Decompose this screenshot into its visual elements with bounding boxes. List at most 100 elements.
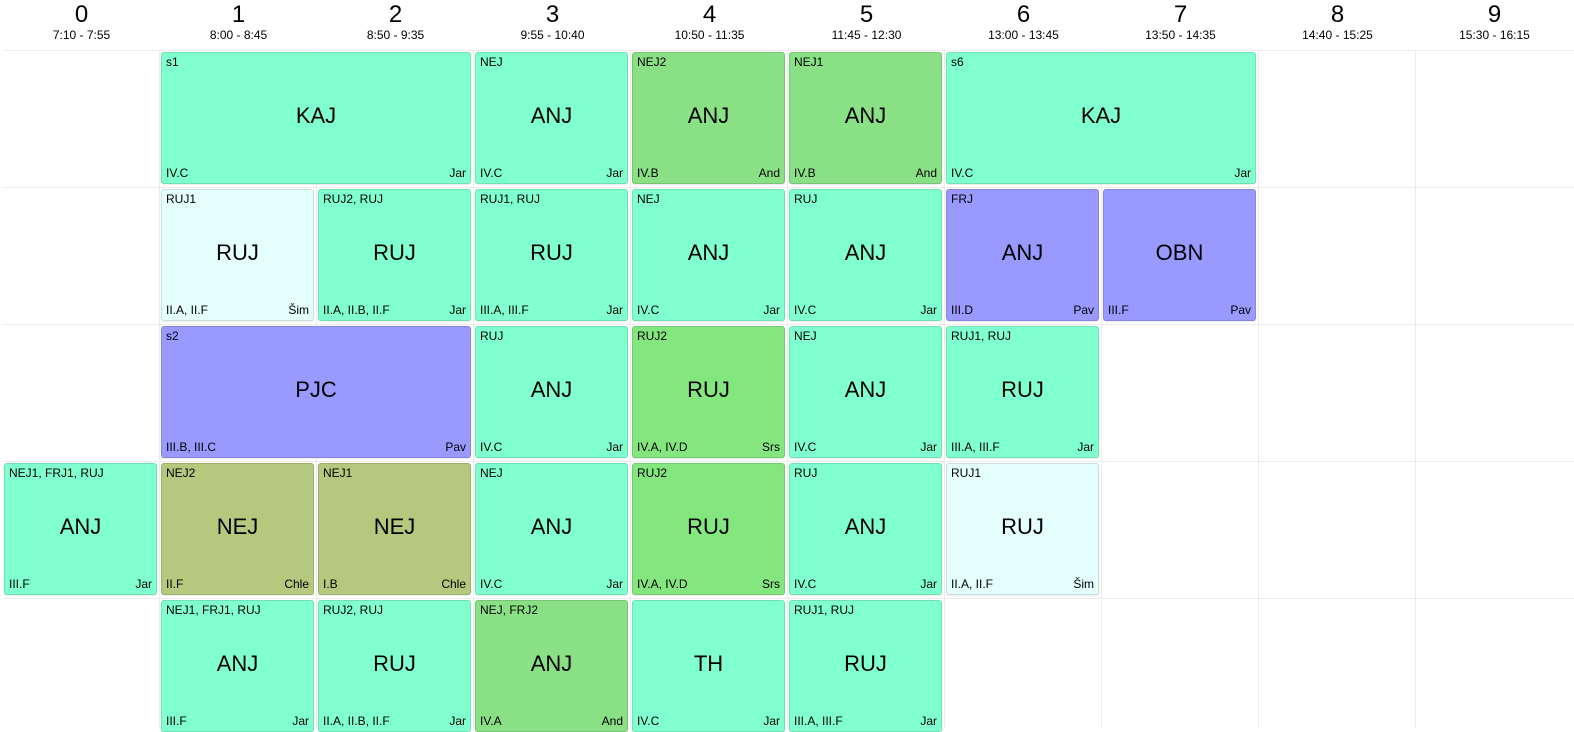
lesson-group: NEJ2: [637, 55, 667, 69]
lesson-classes: III.A, III.F: [480, 303, 529, 317]
lesson-teacher: Srs: [762, 577, 780, 591]
lesson-teacher: And: [601, 714, 623, 728]
period-time: 9:55 - 10:40: [520, 28, 585, 42]
lesson-card[interactable]: NEJ2 ANJ IV.B And: [632, 52, 785, 184]
period-number: 1: [231, 1, 246, 28]
lesson-group: s6: [951, 55, 964, 69]
lesson-subject: RUJ: [687, 514, 730, 539]
lesson-subject: NEJ: [216, 514, 259, 539]
lesson-group: RUJ: [794, 192, 818, 206]
period-header-4: 4 10:50 - 11:35: [631, 0, 788, 43]
lesson-card[interactable]: RUJ2, RUJ RUJ II.A, II.B, II.F Jar: [318, 600, 471, 732]
lesson-group: NEJ2: [166, 466, 196, 480]
period-number: 7: [1173, 1, 1188, 28]
lesson-group: RUJ: [794, 466, 818, 480]
lesson-card[interactable]: RUJ1 RUJ II.A, II.F Šim: [946, 463, 1099, 595]
lesson-subject: RUJ: [1001, 377, 1044, 402]
lesson-classes: IV.C: [794, 440, 817, 454]
lesson-classes: IV.B: [637, 166, 659, 180]
period-number: 9: [1487, 1, 1502, 28]
lesson-card[interactable]: RUJ2 RUJ IV.A, IV.D Srs: [632, 326, 785, 458]
lesson-card[interactable]: NEJ ANJ IV.C Jar: [475, 52, 628, 184]
lesson-group: s1: [166, 55, 179, 69]
lesson-card[interactable]: RUJ2 RUJ IV.A, IV.D Srs: [632, 463, 785, 595]
lesson-teacher: Pav: [1073, 303, 1094, 317]
lesson-card[interactable]: NEJ ANJ IV.C Jar: [789, 326, 942, 458]
lesson-classes: IV.C: [794, 577, 817, 591]
lesson-subject: ANJ: [1001, 240, 1044, 265]
grid-column-divider: [1415, 50, 1416, 728]
lesson-subject: ANJ: [687, 240, 730, 265]
lesson-subject: ANJ: [844, 103, 887, 128]
lesson-card[interactable]: NEJ, FRJ2 ANJ IV.A And: [475, 600, 628, 732]
lesson-card[interactable]: RUJ ANJ IV.C Jar: [789, 189, 942, 321]
lesson-card[interactable]: RUJ1, RUJ RUJ III.A, III.F Jar: [946, 326, 1099, 458]
lesson-group: RUJ1, RUJ: [951, 329, 1012, 343]
lesson-subject: ANJ: [216, 651, 259, 676]
lesson-card[interactable]: RUJ1, RUJ RUJ III.A, III.F Jar: [789, 600, 942, 732]
lesson-classes: IV.C: [637, 714, 660, 728]
lesson-teacher: And: [915, 166, 937, 180]
lesson-teacher: Jar: [449, 714, 466, 728]
lesson-card[interactable]: OBN III.F Pav: [1103, 189, 1256, 321]
lesson-card[interactable]: FRJ ANJ III.D Pav: [946, 189, 1099, 321]
lesson-card[interactable]: NEJ2 NEJ II.F Chle: [161, 463, 314, 595]
lesson-teacher: Šim: [288, 303, 309, 317]
lesson-classes: II.A, II.F: [166, 303, 209, 317]
lesson-teacher: Jar: [920, 440, 937, 454]
period-number: 6: [1016, 1, 1031, 28]
grid-row-divider: [4, 461, 1574, 462]
lesson-classes: III.D: [951, 303, 974, 317]
lesson-classes: IV.C: [794, 303, 817, 317]
period-number: 4: [702, 1, 717, 28]
lesson-teacher: Jar: [449, 303, 466, 317]
lesson-classes: IV.B: [794, 166, 816, 180]
lesson-subject: ANJ: [844, 377, 887, 402]
lesson-classes: II.A, II.F: [951, 577, 994, 591]
lesson-card[interactable]: s2 PJC III.B, III.C Pav: [161, 326, 471, 458]
period-header-7: 7 13:50 - 14:35: [1102, 0, 1259, 43]
lesson-subject: RUJ: [216, 240, 259, 265]
lesson-card[interactable]: NEJ1, FRJ1, RUJ ANJ III.F Jar: [161, 600, 314, 732]
lesson-card[interactable]: RUJ1, RUJ RUJ III.A, III.F Jar: [475, 189, 628, 321]
lesson-group: RUJ1: [166, 192, 197, 206]
period-header-6: 6 13:00 - 13:45: [945, 0, 1102, 43]
lesson-subject: RUJ: [1001, 514, 1044, 539]
lesson-card[interactable]: NEJ1, FRJ1, RUJ ANJ III.F Jar: [4, 463, 157, 595]
period-time: 14:40 - 15:25: [1302, 28, 1373, 42]
grid-row-divider: [4, 187, 1574, 188]
lesson-card[interactable]: s1 KAJ IV.C Jar: [161, 52, 471, 184]
lesson-card[interactable]: NEJ1 NEJ I.B Chle: [318, 463, 471, 595]
lesson-card[interactable]: RUJ2, RUJ RUJ II.A, II.B, II.F Jar: [318, 189, 471, 321]
lesson-subject: ANJ: [530, 651, 573, 676]
lesson-classes: IV.C: [951, 166, 974, 180]
lesson-subject: KAJ: [1080, 103, 1122, 128]
lesson-group: RUJ2: [637, 329, 668, 343]
lesson-group: RUJ1: [951, 466, 982, 480]
lesson-card[interactable]: RUJ ANJ IV.C Jar: [475, 326, 628, 458]
period-header-1: 1 8:00 - 8:45: [160, 0, 317, 43]
period-header-9: 9 15:30 - 16:15: [1416, 0, 1573, 43]
period-time: 10:50 - 11:35: [674, 28, 745, 42]
lesson-teacher: Jar: [606, 303, 623, 317]
lesson-card[interactable]: RUJ ANJ IV.C Jar: [789, 463, 942, 595]
period-time: 15:30 - 16:15: [1459, 28, 1530, 42]
lesson-subject: ANJ: [844, 240, 887, 265]
lesson-classes: IV.C: [166, 166, 189, 180]
lesson-card[interactable]: NEJ ANJ IV.C Jar: [475, 463, 628, 595]
lesson-teacher: Srs: [762, 440, 780, 454]
lesson-card[interactable]: TH IV.C Jar: [632, 600, 785, 732]
lesson-group: NEJ, FRJ2: [480, 603, 539, 617]
lesson-card[interactable]: NEJ1 ANJ IV.B And: [789, 52, 942, 184]
lesson-card[interactable]: RUJ1 RUJ II.A, II.F Šim: [161, 189, 314, 321]
lesson-card[interactable]: s6 KAJ IV.C Jar: [946, 52, 1256, 184]
lesson-card[interactable]: NEJ ANJ IV.C Jar: [632, 189, 785, 321]
lesson-teacher: Jar: [920, 303, 937, 317]
lesson-subject: NEJ: [373, 514, 416, 539]
period-time: 8:50 - 9:35: [366, 28, 425, 42]
lesson-teacher: Jar: [606, 166, 623, 180]
period-header-2: 2 8:50 - 9:35: [317, 0, 474, 43]
lesson-group: RUJ1, RUJ: [480, 192, 541, 206]
grid-row-divider: [4, 50, 1574, 51]
period-header-8: 8 14:40 - 15:25: [1259, 0, 1416, 43]
